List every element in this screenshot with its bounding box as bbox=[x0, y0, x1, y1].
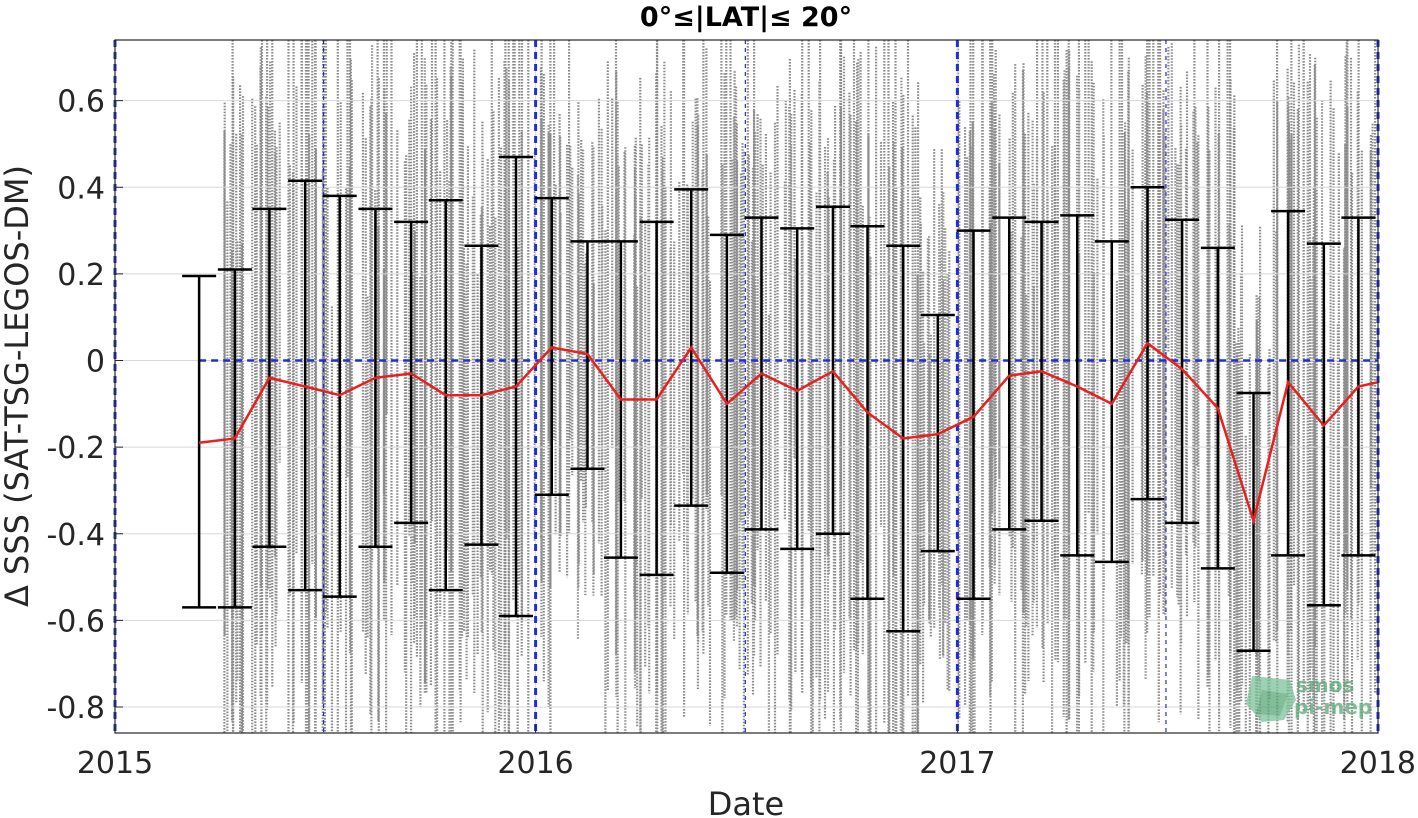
y-tick-label-2: 0.2 bbox=[57, 258, 105, 293]
watermark-line-1: smos bbox=[1296, 673, 1354, 697]
chart-title: 0°≤|LAT|≤ 20° bbox=[640, 2, 852, 33]
y-tick-label-7: -0.8 bbox=[46, 691, 105, 726]
y-tick-label-6: -0.6 bbox=[46, 604, 105, 639]
mean-line bbox=[198, 341, 1379, 526]
x-axis-label: Date bbox=[708, 785, 784, 818]
x-tick-label-1: 2016 bbox=[497, 746, 573, 781]
axes bbox=[114, 39, 1379, 734]
tick-labels: 0.6 0.4 0.2 0 -0.2 -0.4 -0.6 -0.8 2015 2016 2017 20… bbox=[46, 85, 1416, 781]
error-bar-23 bbox=[992, 216, 1027, 531]
logo-shape-shadow bbox=[1256, 690, 1288, 716]
error-bar-28 bbox=[1165, 218, 1200, 525]
y-axis-label: Δ SSS (SAT-TSG-LEGOS-DM) bbox=[0, 165, 36, 607]
y-tick-label-0: 0.6 bbox=[57, 85, 105, 120]
y-tick-label-3: 0 bbox=[86, 345, 105, 380]
mean-line-group bbox=[198, 341, 1379, 526]
y-tick-label-4: -0.2 bbox=[46, 431, 105, 466]
axes-frame bbox=[114, 39, 1379, 734]
x-tick-label-0: 2015 bbox=[77, 746, 153, 781]
scatter-points bbox=[223, 40, 1377, 733]
y-tick-label-1: 0.4 bbox=[57, 171, 105, 206]
x-tick-label-3: 2018 bbox=[1340, 746, 1416, 781]
watermark-logo: smos pi-mep bbox=[1246, 673, 1372, 722]
x-tick-label-2: 2017 bbox=[919, 746, 995, 781]
watermark-line-2: pi-mep bbox=[1294, 695, 1372, 719]
y-tick-label-5: -0.4 bbox=[46, 518, 105, 553]
error-bar-22 bbox=[956, 229, 991, 600]
scatter-cloud bbox=[223, 40, 1377, 733]
error-bar-17 bbox=[780, 227, 815, 551]
